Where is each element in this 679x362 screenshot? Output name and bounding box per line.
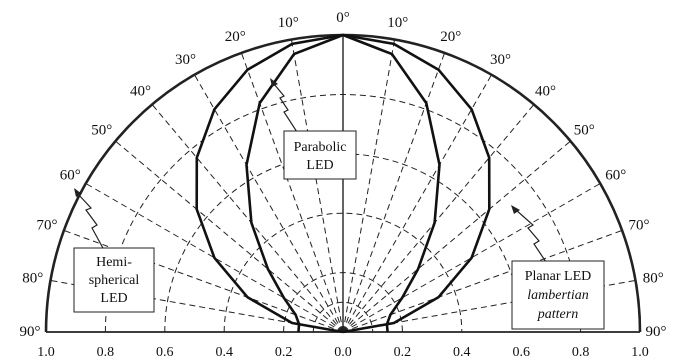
hemispherical-label-line-3: LED bbox=[100, 291, 127, 306]
angle-label: 10° bbox=[278, 15, 299, 31]
angle-label: 10° bbox=[387, 15, 408, 31]
hemispherical-callout: Hemi- spherical LED bbox=[73, 188, 155, 313]
angle-label: 90° bbox=[20, 324, 41, 340]
planar-arrowhead bbox=[511, 205, 520, 214]
planar-leader bbox=[515, 209, 547, 263]
parabolic-callout: Parabolic LED bbox=[270, 78, 357, 180]
angle-label: 90° bbox=[646, 324, 667, 340]
grid-spoke bbox=[240, 52, 344, 333]
x-tick-label: 0.8 bbox=[97, 345, 115, 360]
hemispherical-label-box bbox=[73, 247, 155, 313]
planar-label-line-2: lambertian bbox=[527, 288, 588, 303]
x-tick-label: 1.0 bbox=[631, 345, 649, 360]
axis-labels: 0° 10° 10° 20° 20° 30° 30° 40° 40° 50° 50° 60° 60° 70… bbox=[20, 10, 667, 360]
x-tick-label: 0.2 bbox=[394, 345, 412, 360]
x-tick-label: 0.0 bbox=[334, 345, 352, 360]
x-tick-label: 0.6 bbox=[512, 345, 530, 360]
angle-label: 70° bbox=[629, 217, 650, 233]
hemispherical-leader bbox=[77, 193, 105, 251]
hemispherical-label-line-2: spherical bbox=[89, 273, 140, 288]
angle-label: 80° bbox=[643, 270, 664, 286]
x-tick-label: 0.2 bbox=[275, 345, 293, 360]
parabolic-label-line-2: LED bbox=[306, 158, 333, 173]
parabolic-arrowhead bbox=[270, 78, 278, 87]
angle-label: 30° bbox=[490, 52, 511, 68]
angle-label: 60° bbox=[60, 168, 81, 184]
grid-arc bbox=[312, 301, 374, 333]
parabolic-leader bbox=[273, 83, 298, 133]
radiation-curves bbox=[195, 33, 491, 334]
angle-label: 40° bbox=[130, 84, 151, 100]
angle-label: 70° bbox=[37, 217, 58, 233]
x-tick-label: 0.4 bbox=[215, 345, 233, 360]
angle-label: 50° bbox=[91, 123, 112, 139]
grid-arc bbox=[164, 153, 522, 333]
angle-label: 20° bbox=[440, 29, 461, 45]
x-tick-label: 1.0 bbox=[37, 345, 55, 360]
angle-label: 80° bbox=[22, 270, 43, 286]
parabolic-curve bbox=[245, 33, 441, 333]
angle-label: 30° bbox=[175, 52, 196, 68]
angle-label: 40° bbox=[535, 84, 556, 100]
x-tick-label: 0.8 bbox=[572, 345, 590, 360]
grid-spoke bbox=[342, 52, 446, 333]
planar-label-line-3: pattern bbox=[537, 307, 578, 322]
x-tick-label: 0.4 bbox=[453, 345, 471, 360]
planar-label-line-1: Planar LED bbox=[525, 269, 591, 284]
angle-label: 60° bbox=[605, 168, 626, 184]
parabolic-label-line-1: Parabolic bbox=[294, 140, 347, 155]
hemispherical-arrowhead bbox=[74, 188, 82, 197]
planar-label-box bbox=[511, 260, 605, 330]
hemispherical-label-line-1: Hemi- bbox=[96, 255, 132, 270]
angle-label: 0° bbox=[336, 10, 350, 26]
angle-label: 50° bbox=[574, 123, 595, 139]
x-tick-label: 0.6 bbox=[156, 345, 174, 360]
planar-callout: Planar LED lambertian pattern bbox=[511, 205, 605, 330]
angle-label: 20° bbox=[225, 29, 246, 45]
parabolic-label-box bbox=[283, 130, 357, 180]
